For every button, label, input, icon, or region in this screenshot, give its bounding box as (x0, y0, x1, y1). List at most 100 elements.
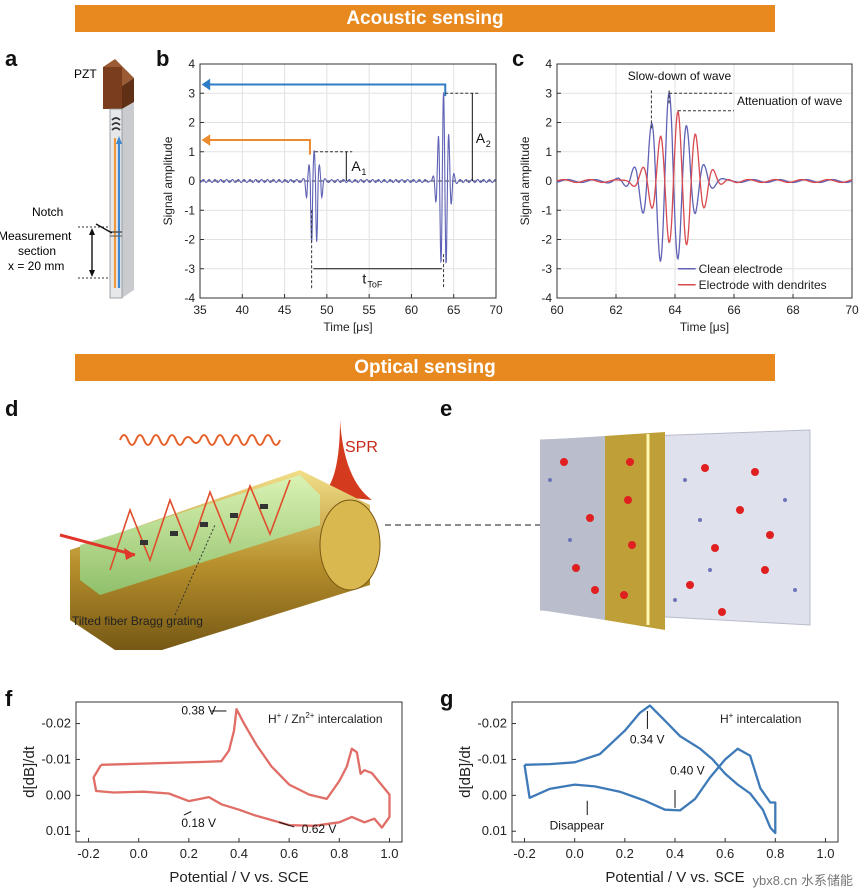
x-axis-label: Potential / V vs. SCE (169, 869, 308, 886)
title-title_mid: / Zn (281, 712, 305, 726)
chart-title: H+ intercalation (720, 711, 801, 726)
x-axis-label: Time [μs] (680, 320, 729, 334)
y-tick-label: 1 (188, 145, 195, 159)
x-tick-label: -0.2 (77, 846, 99, 861)
title-title_sup2: 2+ (305, 711, 314, 720)
acoustic-banner: Acoustic sensing (75, 5, 775, 32)
y-tick-label: -0.02 (477, 716, 507, 731)
peak-label-018: 0.18 V (181, 816, 216, 830)
panel-label-f: f (5, 686, 13, 711)
y-tick-label: -0.02 (41, 716, 71, 731)
notch-label: Notch (32, 205, 63, 219)
a1-subscript: 1 (361, 167, 366, 177)
blue-echo-arrow (202, 83, 447, 97)
x-tick-label: 0.0 (130, 846, 148, 861)
x-tick-label: 70 (845, 303, 859, 317)
y-tick-label: 0.01 (46, 823, 71, 838)
dimension-arrow-up (89, 228, 95, 235)
x-tick-label: -0.2 (513, 846, 535, 861)
x-tick-label: 0.8 (766, 846, 784, 861)
measurement-label-2: section (18, 244, 56, 258)
y-axis-label: d[dB]/dt (21, 745, 38, 798)
small-ion-dots (548, 478, 797, 602)
watermark-brand: 水系储能 (800, 873, 853, 888)
y-tick-label: 3 (545, 86, 552, 100)
series-line-cv (92, 708, 391, 829)
measurement-label-1: Measurement (0, 229, 72, 243)
peak-label-062: 0.62 V (302, 822, 337, 836)
x-tick-label: 0.4 (230, 846, 248, 861)
x-tick-label: 0.6 (716, 846, 734, 861)
x-tick-label: 64 (668, 303, 682, 317)
legend-label: Electrode with dendrites (699, 278, 827, 292)
blue-arrowhead (116, 136, 122, 144)
panel-label-c: c (512, 46, 525, 71)
panel-label-d: d (5, 396, 19, 421)
peak-arrow-018 (183, 811, 192, 816)
x-tick-label: 0.8 (330, 846, 348, 861)
title-title_sup1: + (277, 711, 282, 720)
dendrite-layer (605, 432, 665, 630)
y-tick-label: 2 (188, 116, 195, 130)
incident-arrowhead (124, 548, 135, 560)
title-title_main: H (720, 712, 729, 726)
y-tick-label: 2 (545, 116, 552, 130)
panel-label-g: g (440, 686, 454, 711)
attenuation-label: Attenuation of wave (737, 94, 843, 108)
notch-pointer (95, 223, 113, 234)
y-axis-label: Signal amplitude (518, 136, 532, 225)
y-tick-label: -1 (184, 203, 195, 217)
series-line-signal (199, 92, 496, 264)
y-tick-label: -3 (184, 262, 195, 276)
orange-echo-arrowhead (201, 134, 211, 146)
y-tick-label: 4 (188, 57, 195, 71)
a2-label: A (476, 130, 486, 146)
x-tick-label: 0.0 (566, 846, 584, 861)
x-tick-label: 0.6 (280, 846, 298, 861)
y-tick-label: 3 (188, 86, 195, 100)
x-tick-label: 66 (727, 303, 741, 317)
y-tick-label: -2 (541, 233, 552, 247)
panel-label-e: e (440, 396, 453, 421)
y-tick-label: -4 (541, 291, 552, 305)
orange-echo-arrow (202, 139, 311, 155)
ion-dots (560, 458, 774, 616)
x-axis-label: Potential / V vs. SCE (605, 869, 744, 886)
spectrum-wave (119, 434, 281, 446)
x-tick-label: 50 (320, 303, 334, 317)
tof-label: t (362, 270, 366, 286)
x-tick-label: 1.0 (380, 846, 398, 861)
y-tick-label: -0.01 (477, 751, 507, 766)
watermark-site: ybx8.cn (752, 873, 798, 888)
y-tick-label: 0.00 (482, 787, 507, 802)
y-axis-label: d[dB]/dt (457, 745, 474, 798)
x-tick-label: 0.4 (666, 846, 684, 861)
y-tick-label: 0 (188, 174, 195, 188)
series-line-cv (523, 704, 777, 835)
panel-d-fiber-illustration: SPR Tilted fiber Bragg grating (59, 420, 381, 650)
peak-arrow-062 (278, 821, 295, 828)
y-tick-label: 0 (545, 174, 552, 188)
x-tick-label: 62 (609, 303, 623, 317)
series-line-dendrites (556, 109, 853, 246)
title-title_main: H (268, 712, 277, 726)
reflection-zigzag (109, 479, 291, 571)
tof-subscript: ToF (367, 279, 383, 289)
measurement-label-3: x = 20 mm (8, 259, 64, 273)
wave-emitter-icon (111, 117, 121, 131)
x-tick-label: 65 (447, 303, 461, 317)
incident-light (59, 533, 136, 557)
x-tick-label: 70 (489, 303, 503, 317)
fiber-end-face (319, 499, 381, 591)
x-tick-label: 40 (236, 303, 250, 317)
grating-label: Tilted fiber Bragg grating (72, 614, 203, 628)
a2-subscript: 2 (486, 139, 491, 149)
grating-pointer (174, 524, 216, 616)
x-tick-label: 1.0 (816, 846, 834, 861)
peak-label-034: 0.34 V (630, 732, 665, 746)
y-tick-label: -0.01 (41, 751, 71, 766)
panel-label-b: b (156, 46, 170, 71)
